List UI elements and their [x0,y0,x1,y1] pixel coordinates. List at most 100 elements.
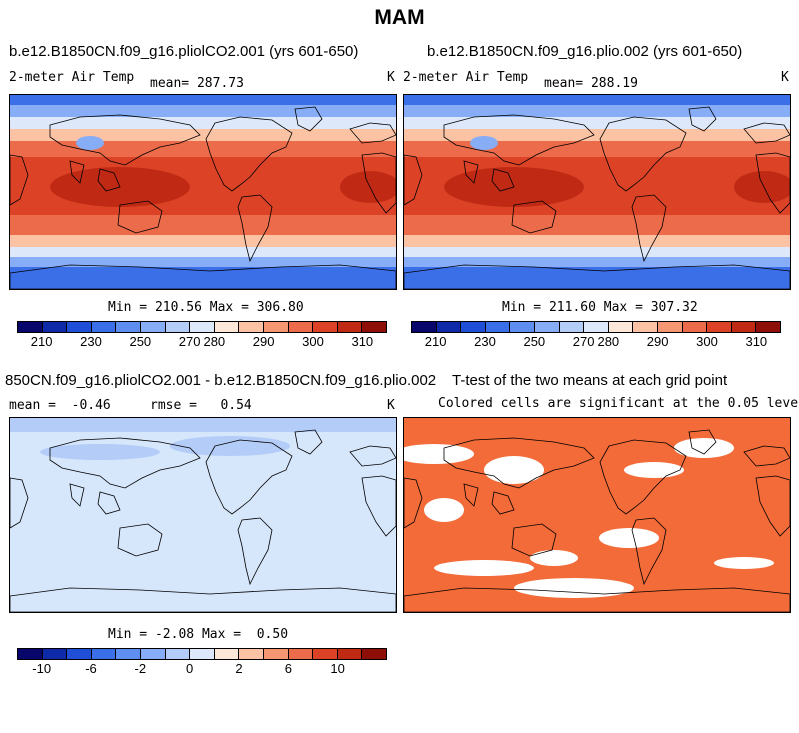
panel3-rmse: rmse = 0.54 [150,398,252,413]
colorbar-swatch [313,649,338,659]
colorbar-swatch [288,649,314,659]
colorbar-tick-label: 310 [745,334,768,349]
colorbar-swatch [190,649,215,659]
panel3-mean: mean = -0.46 [9,398,111,413]
coastline [631,517,667,586]
coastline [631,194,667,263]
colorbar-swatch [362,322,386,332]
colorbar-swatch [337,322,363,332]
temperature-band [404,267,790,289]
coastline [97,168,121,192]
coastline [599,439,687,515]
coastline [205,116,293,192]
non-significant-region [530,550,578,566]
coastline [463,160,479,184]
coastline [743,122,790,144]
panel3-rmse-value: 0.54 [220,398,252,413]
colorbar-tick-label: 0 [186,661,194,676]
colorbar-swatch [313,322,338,332]
panel1-min-value: 210.56 [154,300,202,315]
colorbar-swatch [412,322,437,332]
coastline [97,491,121,515]
colorbar-swatch [584,322,609,332]
temperature-band [404,141,790,157]
temperature-band [10,247,396,257]
colorbar-tick-label: -10 [32,661,52,676]
temperature-band [404,215,790,235]
panel1-min-label: Min = [108,300,148,315]
colorbar-swatch [91,649,117,659]
panel3-mean-label: mean = [9,398,56,413]
colorbar-swatch [510,322,535,332]
colorbar-swatch [707,322,732,332]
colorbar-tick-label: 310 [351,334,374,349]
non-significant-region [714,557,774,569]
coastline [491,491,515,515]
colorbar-swatch [190,322,215,332]
panel1-mean: mean= 287.73 [150,76,244,91]
temperature-band [10,257,396,267]
colorbar-tick-label: 280 [597,334,620,349]
colorbar-swatch [608,322,634,332]
panel4-ttest-title: T-test of the two means at each grid poi… [452,372,728,389]
panel1-mean-label: mean= [150,76,190,91]
coastline [117,523,163,557]
panel1-units: K [387,70,395,85]
coastline [237,517,273,586]
colorbar-swatch [263,649,289,659]
colorbar-swatch [18,649,43,659]
coastline [69,160,85,184]
plateau-cold-region [470,136,498,150]
colorbar-swatch [461,322,486,332]
warm-region [734,171,790,203]
coastline [755,475,790,537]
colorbar-tick-label: 250 [129,334,152,349]
colorbar-swatch [485,322,511,332]
colorbar-tick-label: 290 [646,334,669,349]
coastline [294,106,323,132]
colorbar-tick-label: 270 [572,334,595,349]
non-significant-region [404,444,474,464]
colorbar-swatch [165,649,191,659]
panel1-variable: 2-meter Air Temp [9,70,135,85]
coastline [688,106,717,132]
coastline [755,152,790,214]
colorbar-swatch [18,322,43,332]
coastline [69,483,85,507]
panel2-mean-label: mean= [544,76,584,91]
coastline [599,116,687,192]
coastline [294,429,323,455]
panel4-ttest-map [403,417,791,613]
colorbar-swatch [263,322,289,332]
colorbar-tick-label: 2 [235,661,243,676]
coastline [511,200,557,234]
coastline [463,483,479,507]
panel3-diff-title: 850CN.f09_g16.pliolCO2.001 - b.e12.B1850… [5,372,437,389]
colorbar-tick-label: 280 [203,334,226,349]
colorbar-tick-label: 300 [302,334,324,349]
panel1-case-title: b.e12.B1850CN.f09_g16.pliolCO2.001 (yrs … [9,43,359,60]
colorbar-swatch [239,649,264,659]
panel2-max-value: 307.32 [650,300,698,315]
colorbar-tick-label: 210 [424,334,447,349]
panel2-units: K [781,70,789,85]
temperature-band [10,267,396,289]
colorbar-swatch [288,322,314,332]
temperature-band [10,235,396,247]
panel3-minmax: Min = -2.08 Max = 0.50 [108,627,288,642]
coastline [205,439,293,515]
coastline [511,523,557,557]
colorbar-swatch [682,322,708,332]
colorbar-tick-label: 210 [30,334,53,349]
non-significant-region [624,462,684,478]
colorbar-swatch [756,322,780,332]
colorbar-tick-label: 6 [284,661,292,676]
panel3-mean-value: -0.46 [71,398,111,413]
colorbar-tick-label: 230 [80,334,102,349]
colorbar-tick-label: 250 [523,334,546,349]
panel2-mean-value: 288.19 [590,76,638,91]
colorbar-swatch [165,322,191,332]
temperature-band [10,129,396,141]
colorbar-swatch [91,322,117,332]
panel2-mean: mean= 288.19 [544,76,638,91]
